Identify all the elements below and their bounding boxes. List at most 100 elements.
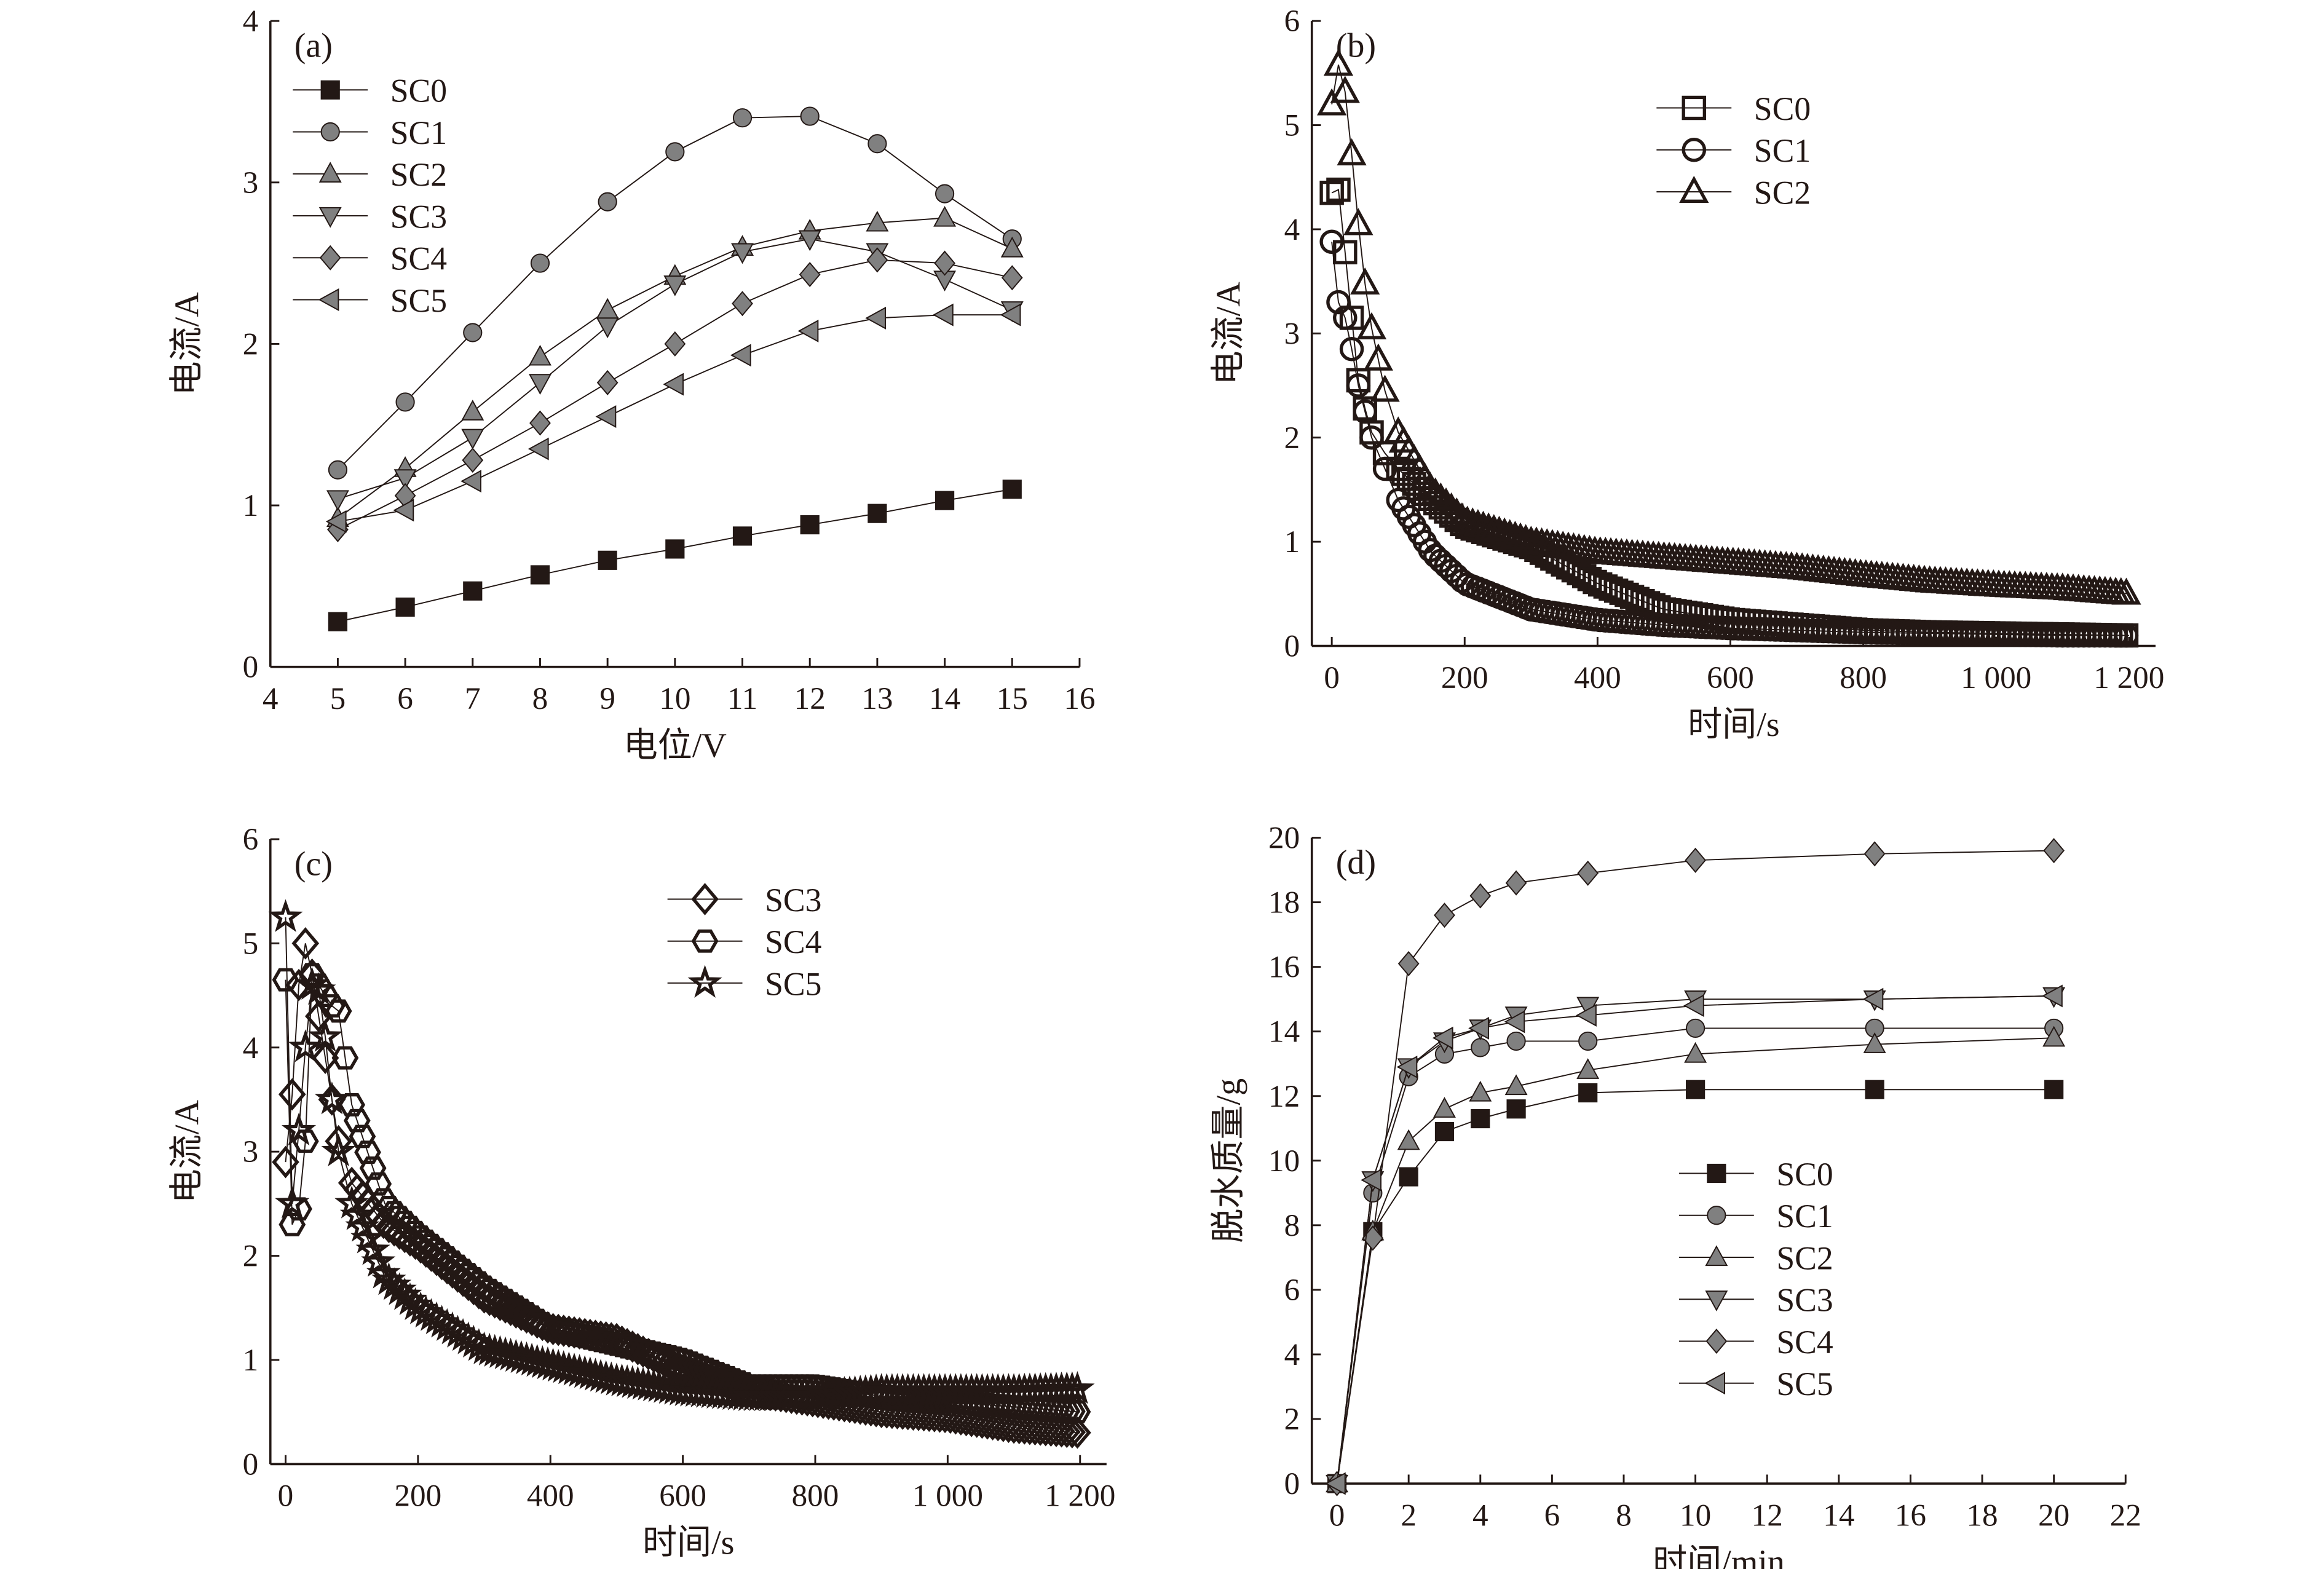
marker-triangle-up [1469, 1080, 1492, 1102]
marker-diamond [1505, 870, 1527, 896]
marker-triangle-up [1420, 477, 1450, 505]
marker-triangle-up [1504, 1074, 1528, 1096]
legend-label: SC4 [765, 923, 821, 960]
marker-star [268, 899, 303, 932]
series-SC2 [1317, 49, 2141, 605]
series-SC1 [1319, 229, 2139, 648]
marker-triangle-up [1363, 343, 1393, 371]
x-tick-label: 0 [1324, 660, 1340, 695]
y-axis-label: 电流/A [168, 1100, 207, 1204]
legend-label: SC1 [1754, 132, 1811, 169]
legend-label: SC2 [1754, 174, 1811, 211]
marker-star [1060, 1371, 1095, 1404]
marker-hexagon [331, 1046, 359, 1070]
marker-hexagon [691, 929, 719, 953]
x-tick-label: 400 [1574, 660, 1621, 695]
x-axis-label: 电位/V [623, 727, 727, 765]
marker-square [1506, 1099, 1526, 1119]
marker-triangle-left [460, 470, 481, 493]
x-tick-label: 9 [599, 681, 615, 716]
marker-triangle-up [461, 400, 484, 421]
x-tick-label: 14 [1823, 1498, 1854, 1533]
marker-triangle-left [1361, 1168, 1382, 1192]
chart-panel-a: 4 5 6 7 8 9 10 11 12 13 14 15 1601234电位/V电流/A(a)SC0S… [168, 4, 1096, 765]
marker-hexagon [370, 1188, 397, 1212]
marker-triangle-down [326, 490, 349, 512]
y-tick-label: 4 [1284, 1337, 1300, 1372]
marker-triangle-left [1468, 1016, 1489, 1040]
y-tick-label: 1 [243, 488, 259, 523]
y-tick-label: 16 [1268, 950, 1300, 985]
x-tick-label: 10 [1680, 1498, 1711, 1533]
series-line [285, 917, 1080, 1397]
marker-diamond [968, 1406, 996, 1439]
series-line [1336, 995, 2054, 1484]
series-SC5 [325, 303, 1021, 533]
marker-triangle-left [393, 499, 414, 522]
x-tick-label: 0 [278, 1479, 294, 1514]
marker-square [1578, 1083, 1598, 1103]
marker-diamond [957, 1404, 986, 1437]
x-tick-label: 12 [1752, 1498, 1783, 1533]
legend-label: SC3 [390, 198, 447, 235]
marker-square [1399, 1167, 1418, 1187]
marker-diamond [952, 1404, 980, 1437]
marker-diamond [291, 927, 320, 960]
marker-diamond [664, 331, 686, 357]
legend-label: SC0 [390, 73, 447, 109]
marker-triangle-left [1504, 1010, 1525, 1033]
series-SC5 [1324, 984, 2063, 1495]
marker-triangle-left [1000, 303, 1021, 326]
y-axis-label: 脱水质量/g [1210, 1078, 1248, 1243]
y-tick-label: 0 [243, 1447, 259, 1482]
marker-triangle-up [1323, 49, 1354, 76]
series-line [1336, 1037, 2054, 1484]
marker-diamond [1064, 1416, 1091, 1449]
x-tick-label: 600 [659, 1479, 706, 1514]
x-axis-label: 时间/s [642, 1524, 734, 1562]
legend-label: SC4 [390, 240, 447, 277]
marker-star [366, 1255, 401, 1289]
marker-triangle-up [1330, 76, 1360, 103]
marker-star [275, 1185, 310, 1219]
y-tick-label: 1 [1284, 524, 1300, 559]
x-tick-label: 800 [1840, 660, 1887, 695]
marker-triangle-up [2042, 1026, 2066, 1047]
marker-triangle-left [797, 319, 819, 342]
marker-circle [1333, 306, 1358, 330]
marker-diamond [691, 883, 719, 915]
marker-star [350, 1220, 385, 1254]
marker-triangle-down [1705, 1290, 1728, 1311]
y-tick-label: 3 [243, 1134, 259, 1169]
x-tick-label: 2 [1401, 1498, 1417, 1533]
y-tick-label: 0 [243, 650, 259, 685]
x-axis-label: 时间/s [1688, 706, 1779, 744]
marker-circle [1353, 399, 1377, 424]
x-tick-label: 4 [1472, 1498, 1488, 1533]
y-tick-label: 0 [1284, 629, 1300, 664]
marker-hexagon [343, 1109, 371, 1132]
chart-panel-c: 0 200 400 600 800 1 000 1 200 0 1 2 3 4 5 6 时间/s 电流/A (c… [168, 822, 1116, 1562]
marker-diamond [529, 410, 551, 436]
marker-square [395, 597, 415, 617]
x-tick-label: 0 [1329, 1498, 1345, 1533]
marker-triangle-up [1415, 471, 1445, 499]
marker-triangle-left [595, 405, 617, 429]
marker-star [321, 1133, 356, 1167]
marker-triangle-up [1679, 175, 1709, 204]
x-tick-label: 13 [861, 681, 893, 716]
series-line [1336, 1027, 2054, 1484]
marker-star [281, 1112, 317, 1146]
y-tick-label: 5 [1284, 108, 1300, 143]
marker-diamond [1058, 1416, 1086, 1448]
x-tick-label: 14 [929, 681, 960, 716]
legend-label: SC1 [1776, 1198, 1833, 1235]
marker-circle [463, 323, 483, 342]
marker-square [800, 515, 820, 535]
marker-square [320, 80, 340, 100]
marker-triangle-up [1000, 236, 1024, 258]
x-tick-label: 600 [1707, 660, 1754, 695]
marker-triangle-up [933, 205, 957, 227]
marker-square [1686, 1080, 1705, 1099]
marker-hexagon [338, 1093, 366, 1116]
